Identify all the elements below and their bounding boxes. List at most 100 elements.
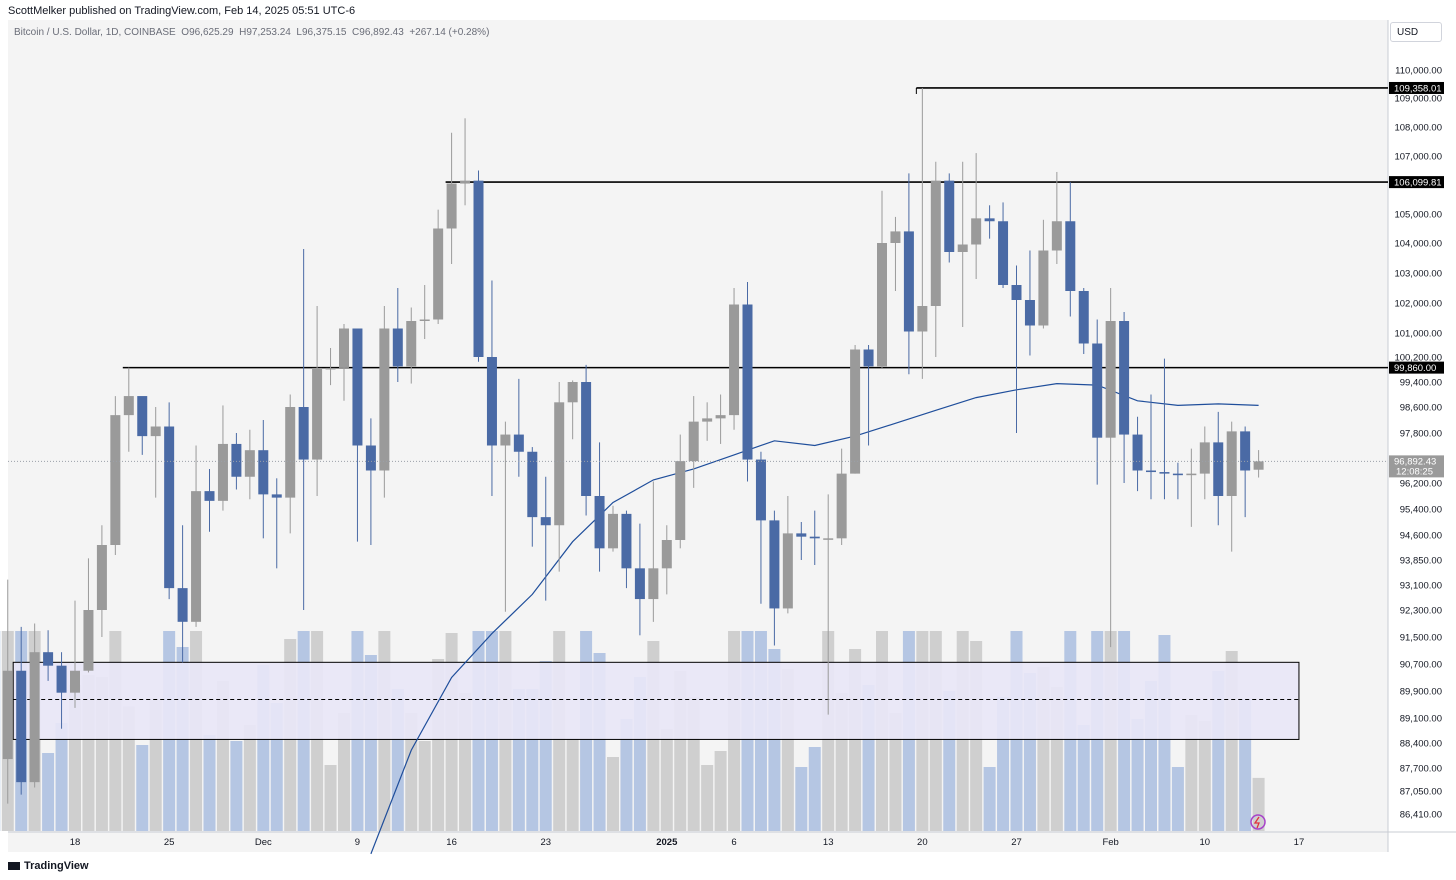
volume-bar bbox=[983, 767, 996, 831]
candle bbox=[634, 523, 645, 636]
candle-body bbox=[634, 568, 645, 600]
candle bbox=[1172, 462, 1183, 500]
volume-bar bbox=[701, 765, 714, 831]
candle bbox=[567, 380, 578, 440]
snapshot-icon[interactable] bbox=[1250, 814, 1266, 830]
horizontal-levels[interactable]: 109,358.01 106,099.81 99,860.00 bbox=[122, 81, 1444, 374]
demand-zone[interactable] bbox=[12, 661, 1300, 740]
candle bbox=[56, 652, 67, 729]
candle bbox=[540, 476, 551, 601]
candle-body bbox=[998, 221, 1009, 285]
candle bbox=[433, 209, 444, 324]
volume-bar bbox=[1198, 721, 1211, 831]
symbol-label[interactable]: Bitcoin / U.S. Dollar, 1D, COINBASE bbox=[14, 27, 176, 38]
candle-body bbox=[1065, 221, 1076, 291]
candle bbox=[944, 173, 955, 263]
candle bbox=[2, 579, 13, 804]
candle bbox=[217, 405, 228, 511]
price-axis[interactable]: 110,000.00 109,000.00 108,000.00 107,000.00… bbox=[1394, 66, 1442, 821]
candle-body bbox=[379, 328, 390, 471]
volume-bar bbox=[418, 741, 431, 831]
candle bbox=[809, 510, 820, 565]
candle bbox=[1199, 426, 1210, 500]
volume-bar bbox=[1023, 673, 1036, 831]
candle-body bbox=[1078, 291, 1089, 344]
y-tick-label: 86,410.00 bbox=[1400, 810, 1442, 821]
y-tick-label: 88,400.00 bbox=[1400, 739, 1442, 750]
candle bbox=[755, 451, 766, 604]
volume-bar bbox=[607, 757, 619, 831]
candle-body bbox=[29, 652, 40, 783]
candle-body bbox=[648, 568, 659, 600]
candle bbox=[688, 396, 699, 488]
candle-body bbox=[823, 538, 834, 540]
level-label: 106,099.81 bbox=[1394, 178, 1442, 189]
x-tick-label: Feb bbox=[1102, 837, 1118, 848]
y-tick-label: 100,200.00 bbox=[1394, 353, 1442, 364]
time-axis[interactable]: 18 25 Dec 9 16 23 2025 6 13 20 27 Feb 10 17 bbox=[70, 837, 1305, 848]
candle-body bbox=[258, 450, 269, 495]
candle bbox=[406, 307, 417, 384]
candle-body bbox=[621, 513, 632, 569]
candle bbox=[460, 118, 471, 206]
candle bbox=[903, 173, 914, 375]
candle-body bbox=[325, 367, 336, 370]
candle bbox=[191, 445, 202, 627]
candle-body bbox=[460, 180, 471, 184]
candle bbox=[164, 402, 175, 600]
y-tick-label: 108,000.00 bbox=[1394, 123, 1442, 134]
candle-body bbox=[769, 520, 780, 609]
x-tick-label: 27 bbox=[1011, 837, 1022, 848]
volume-bar bbox=[1077, 725, 1090, 831]
candle bbox=[110, 396, 121, 555]
candle-body bbox=[742, 304, 753, 460]
candle bbox=[930, 161, 941, 357]
candle bbox=[1038, 219, 1049, 329]
tradingview-logo[interactable]: TradingView bbox=[8, 860, 89, 872]
y-tick-label: 92,300.00 bbox=[1400, 606, 1442, 617]
candle bbox=[661, 525, 672, 595]
candle-body bbox=[285, 407, 296, 498]
candle bbox=[486, 280, 497, 496]
y-tick-label: 99,400.00 bbox=[1400, 378, 1442, 389]
candle-body bbox=[16, 670, 27, 783]
candle-body bbox=[352, 328, 363, 446]
y-tick-label: 97,800.00 bbox=[1400, 429, 1442, 440]
y-tick-label: 110,000.00 bbox=[1395, 66, 1442, 77]
candle bbox=[419, 285, 430, 339]
candle bbox=[729, 288, 740, 430]
candle bbox=[312, 306, 323, 496]
candle bbox=[473, 170, 484, 362]
candle bbox=[379, 306, 390, 498]
y-tick-label: 96,200.00 bbox=[1400, 479, 1442, 490]
candle-body bbox=[971, 218, 982, 245]
x-tick-label: 6 bbox=[731, 837, 736, 848]
candle bbox=[1186, 448, 1197, 527]
y-tick-label: 93,850.00 bbox=[1400, 556, 1442, 567]
candle-body bbox=[191, 491, 202, 622]
candle-body bbox=[1011, 285, 1022, 300]
currency-button[interactable]: USD bbox=[1390, 22, 1442, 42]
candle bbox=[957, 161, 968, 327]
zone-box[interactable] bbox=[12, 661, 1300, 740]
candle-body bbox=[688, 421, 699, 462]
candle-body bbox=[1092, 343, 1103, 438]
candle bbox=[1092, 319, 1103, 485]
candle bbox=[137, 396, 148, 455]
candle-body bbox=[984, 218, 995, 222]
candle bbox=[594, 442, 605, 572]
y-tick-label: 87,050.00 bbox=[1400, 787, 1442, 798]
candle bbox=[850, 345, 861, 474]
candle-body bbox=[540, 517, 551, 526]
candle bbox=[150, 407, 161, 498]
level-label: 109,358.01 bbox=[1394, 83, 1442, 94]
candle-body bbox=[675, 461, 686, 540]
candle-body bbox=[1240, 431, 1251, 471]
y-tick-label: 91,500.00 bbox=[1400, 633, 1442, 644]
candle-body bbox=[1172, 473, 1183, 476]
y-tick-label: 103,000.00 bbox=[1394, 269, 1442, 280]
volume-bar bbox=[243, 725, 256, 831]
level-tag bbox=[1389, 176, 1444, 189]
candle bbox=[769, 510, 780, 646]
